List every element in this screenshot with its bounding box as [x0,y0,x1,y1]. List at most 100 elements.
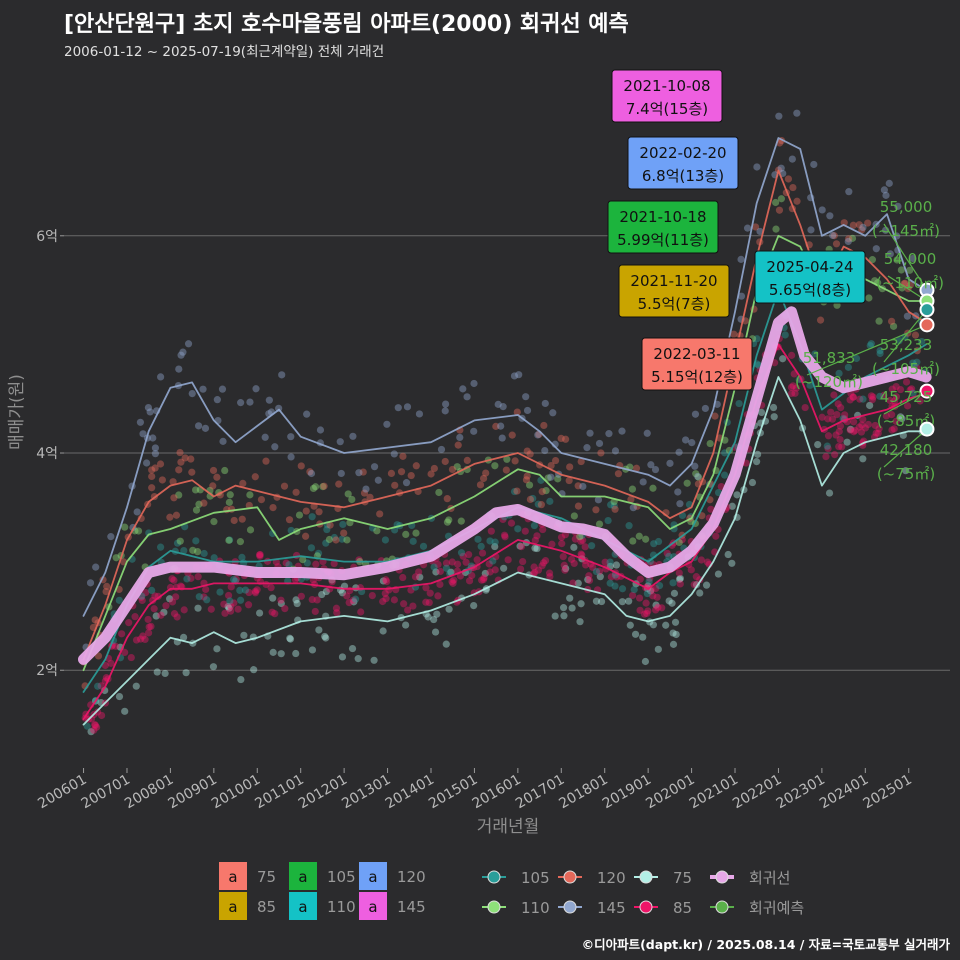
legend-box-glyph: a [368,898,377,916]
max-annotations: 2021-10-08 7.4억(15층) 2022-02-20 6.8억(13층) 20… [607,69,866,391]
transaction-point [880,391,888,399]
transaction-point [463,456,471,465]
transaction-point [473,556,481,564]
transaction-point [409,537,417,545]
transaction-point [195,593,203,601]
transaction-point [902,467,910,475]
transaction-point [830,232,838,240]
transaction-point [379,597,387,606]
transaction-point [611,447,620,455]
transaction-point [454,441,462,449]
transaction-point [391,481,399,489]
annotation-price: 6.8억(13층) [642,167,724,185]
transaction-point [151,592,159,600]
transaction-point [238,553,246,561]
transaction-point [442,564,451,572]
transaction-point [668,541,676,549]
transaction-point [824,444,832,453]
transaction-point [843,438,851,446]
transaction-point [115,596,123,604]
transaction-point [192,506,201,514]
transaction-point [271,610,279,618]
transaction-point [868,396,877,404]
transaction-point [402,479,411,487]
transaction-point [831,451,839,459]
transaction-point [529,494,537,503]
prediction-connector [806,324,928,376]
transaction-point [557,533,566,541]
transaction-point [541,446,549,455]
transaction-point [605,430,613,438]
transaction-point [219,437,227,445]
chart-title: [안산단원구] 초지 호수마을풍림 아파트(2000) 회귀선 예측 [64,12,629,37]
transaction-point [908,385,916,393]
transaction-point [157,611,165,619]
transaction-point [209,663,218,671]
transaction-point [781,331,789,339]
transaction-point [542,486,550,495]
transaction-point [102,587,110,596]
transaction-point [457,549,466,557]
transaction-point [136,635,145,643]
transaction-point [349,596,357,604]
transaction-point [387,469,396,477]
transaction-point [362,485,370,493]
transaction-point [888,385,896,393]
x-axis-label: 거래년월 [477,817,540,837]
legend-box-label: 110 [327,898,356,916]
legend: a 75 a 85 a 105 a 110 a 120 a 145 105 110 120 145 75 85 회귀… [219,862,804,920]
transaction-point [626,621,634,629]
transaction-point [172,511,181,519]
transaction-point [706,439,714,448]
transaction-point [179,348,187,356]
transaction-point [733,491,741,499]
transaction-point [859,455,867,463]
transaction-point [476,481,485,489]
transaction-point [306,468,314,476]
transaction-point [645,577,653,586]
transaction-point [360,489,369,497]
transaction-point [538,488,546,496]
x-tick-label: 202301 [774,772,828,813]
transaction-point [858,421,866,429]
transaction-point [692,470,700,478]
transaction-point [151,444,160,452]
transaction-point [415,568,423,576]
transaction-point [345,598,353,607]
transaction-point [577,537,585,545]
legend-line-label: 105 [521,869,550,887]
transaction-point [576,533,584,541]
legend-line-marker [487,870,501,884]
transaction-point [182,669,190,677]
transaction-point [517,543,526,551]
transaction-point [834,400,842,408]
transaction-point [256,552,264,560]
transaction-point [318,590,326,599]
transaction-point [157,373,165,381]
transaction-point [906,266,914,274]
transaction-point [202,585,210,594]
transaction-point [303,410,311,418]
transaction-point [811,350,819,358]
transaction-point [649,621,658,629]
transaction-point [792,384,801,392]
transaction-point [560,561,568,569]
transaction-point [244,601,253,609]
transaction-point [156,460,165,468]
transaction-point [665,597,673,605]
transaction-point [896,413,905,421]
prediction-connector [883,428,928,468]
transaction-point [221,466,229,475]
transaction-point [630,585,638,594]
transaction-point [315,508,323,516]
transaction-point [449,579,457,587]
transaction-point [577,457,585,466]
prediction-marker [919,383,935,399]
transaction-point [875,317,883,325]
transaction-point [748,478,757,487]
annotation-price: 5.5억(7층) [638,295,711,313]
transaction-point [376,510,384,518]
transaction-point [146,408,154,416]
transaction-point [101,661,109,670]
transaction-point [844,237,852,246]
